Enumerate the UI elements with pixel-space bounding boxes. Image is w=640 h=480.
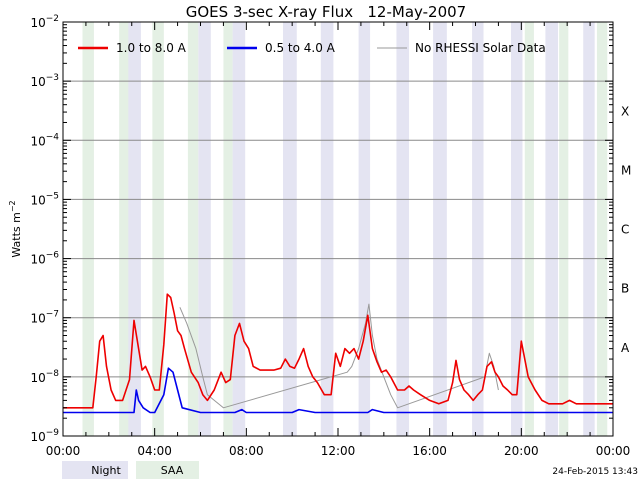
y-axis-title: Watts m−2 (8, 200, 23, 257)
saa-band (82, 22, 94, 436)
x-tick-label: 00:00 (46, 444, 81, 458)
night-label: Night (91, 464, 121, 477)
grid-lines (63, 80, 613, 378)
y-tick-base: 10 (30, 312, 45, 326)
y-tick-label: 10−4 (30, 132, 59, 148)
night-band (472, 22, 484, 436)
series-line (63, 367, 613, 414)
y-tick-exponent: −8 (46, 369, 60, 379)
night-band (511, 22, 523, 436)
y-tick-label: 10−2 (30, 14, 59, 30)
saa-band (223, 22, 233, 436)
y-tick-exponent: −4 (46, 132, 60, 142)
x-tick-label: 12:00 (321, 444, 356, 458)
x-tick-label: 08:00 (229, 444, 264, 458)
y-tick-exponent: −9 (46, 428, 60, 438)
saa-band (119, 22, 129, 436)
flare-class-label: C (621, 223, 629, 237)
legend-label: 1.0 to 8.0 A (116, 41, 187, 55)
series-line (179, 303, 499, 409)
timestamp: 24-Feb-2015 13:43 (552, 467, 638, 477)
y-tick-base: 10 (30, 371, 45, 385)
series-line (63, 293, 613, 409)
y-tick-base: 10 (30, 75, 45, 89)
flare-class-label: A (621, 341, 630, 355)
y-tick-exponent: −3 (46, 73, 59, 83)
night-band (396, 22, 410, 436)
flare-class-label: X (621, 104, 629, 118)
night-band (127, 22, 141, 436)
legend-label: 0.5 to 4.0 A (265, 41, 336, 55)
night-swatch (62, 461, 128, 479)
night-band (433, 22, 447, 436)
x-tick-label: 16:00 (412, 444, 447, 458)
saa-band (596, 22, 608, 436)
y-tick-exponent: −5 (46, 191, 59, 201)
y-tick-exponent: −7 (46, 310, 59, 320)
axis-labels: 10−910−810−710−610−510−410−310−2ABCMX00:… (30, 14, 631, 458)
night-band (320, 22, 334, 436)
y-tick-label: 10−3 (30, 73, 59, 89)
night-band (283, 22, 297, 436)
y-tick-label: 10−8 (30, 369, 59, 385)
y-tick-label: 10−5 (30, 191, 59, 207)
night-band (232, 22, 246, 436)
y-tick-exponent: −6 (46, 251, 60, 261)
night-band (198, 22, 211, 436)
night-band (545, 22, 558, 436)
saa-band (524, 22, 534, 436)
legend-label: No RHESSI Solar Data (415, 41, 546, 55)
flare-class-label: B (621, 282, 629, 296)
y-tick-base: 10 (30, 16, 45, 30)
y-tick-label: 10−6 (30, 251, 59, 267)
y-tick-label: 10−9 (30, 428, 59, 444)
night-band (583, 22, 595, 436)
y-tick-label: 10−7 (30, 310, 59, 326)
night-band (358, 22, 371, 436)
y-tick-base: 10 (30, 134, 45, 148)
chart-title: GOES 3-sec X-ray Flux 12-May-2007 (186, 3, 466, 21)
y-tick-base: 10 (30, 193, 45, 207)
saa-band (152, 22, 164, 436)
y-tick-base: 10 (30, 430, 45, 444)
legend: 1.0 to 8.0 A 0.5 to 4.0 A No RHESSI Solar … (78, 41, 546, 55)
y-axis-title-base: Watts m (10, 212, 23, 257)
y-tick-exponent: −2 (46, 14, 59, 24)
x-tick-label: 04:00 (137, 444, 172, 458)
saa-swatch (136, 461, 199, 479)
flare-class-label: M (621, 163, 631, 177)
y-axis-title-sup: −2 (8, 200, 17, 212)
saa-band (559, 22, 569, 436)
x-tick-label: 20:00 (504, 444, 539, 458)
series-lines (63, 293, 613, 414)
saa-label: SAA (161, 464, 184, 477)
background-bands (82, 22, 608, 436)
x-tick-label: 00:00 (596, 444, 631, 458)
y-tick-base: 10 (30, 253, 45, 267)
axis-ticks (62, 21, 614, 437)
saa-band (187, 22, 199, 436)
